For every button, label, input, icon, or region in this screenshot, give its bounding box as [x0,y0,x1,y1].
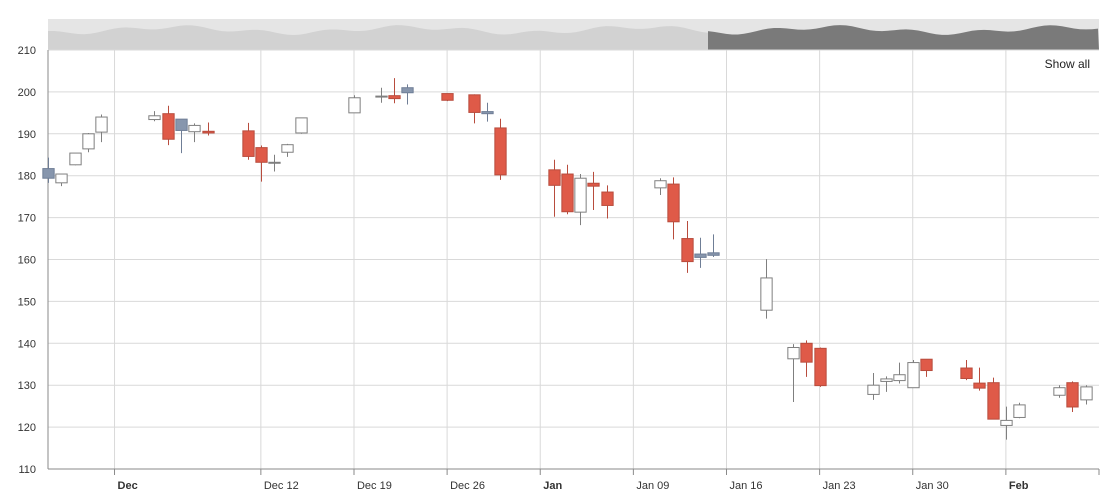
candle-body [654,180,667,189]
candle-body [1013,404,1026,418]
candle-body [867,384,880,395]
y-tick-label: 110 [18,464,36,476]
candle-body [441,93,454,101]
candle-body [694,253,707,258]
candle-body [893,374,906,382]
navigator-area-left [48,25,708,50]
candle-body [548,169,561,186]
candle-body [95,116,108,133]
candle-body [468,94,481,113]
candle-body [148,115,161,121]
x-tick-label: Jan 16 [729,480,762,492]
candle-body [987,382,1000,420]
candle-body [760,277,773,311]
candle-body [973,382,986,389]
candle-body [587,182,600,187]
candle-body [69,152,82,166]
candle-body [375,95,388,98]
candles [42,78,1093,440]
x-tick-label: Dec 26 [450,480,485,492]
candle-body [601,191,614,206]
x-tick-label: Jan 09 [636,480,669,492]
x-tick-label: Dec 12 [264,480,299,492]
x-tick-label: Jan [543,480,562,492]
show-all-button[interactable]: Show all [1044,57,1090,71]
candle-body [55,173,68,184]
candle-body [561,173,574,213]
candle-body [242,130,255,157]
candle-body [401,87,414,94]
candle-body [681,238,694,263]
candle-body [348,97,361,114]
x-tick-label: Jan 23 [823,480,856,492]
candle-body [787,346,800,360]
candle-body [880,378,893,382]
candle-body [281,144,294,153]
candle-body [800,342,813,363]
candle-body [481,111,494,115]
y-tick-label: 130 [18,380,36,392]
candle-body [175,118,188,131]
candle-body [707,252,720,256]
y-tick-label: 170 [18,213,36,225]
candle-body [162,113,175,140]
y-tick-label: 160 [18,255,36,267]
y-tick-label: 150 [18,296,36,308]
navigator-area-selected [708,25,1099,50]
x-tick-label: Dec [118,480,138,492]
candle-body [1066,382,1079,408]
candle-body [907,362,920,389]
candle-body [295,117,308,134]
candle-body [82,133,95,150]
candle-body [388,95,401,100]
navigator[interactable] [48,19,1099,50]
y-tick-label: 190 [18,129,36,141]
candle-body [42,168,55,179]
axes: 110 120 130 140 150 160 170 180 190 200 210 Dec Dec … [18,45,1100,492]
candle-body [188,124,201,133]
y-tick-label: 200 [18,87,36,99]
candle-body [574,177,587,213]
x-tick-label: Feb [1009,480,1029,492]
candle-body [960,367,973,379]
candle-body [1053,387,1066,396]
y-tick-label: 210 [18,45,36,57]
x-tick-label: Dec 19 [357,480,392,492]
y-tick-label: 180 [18,171,36,183]
grid [48,49,1099,470]
y-tick-label: 120 [18,422,36,434]
candle-body [255,147,268,163]
candle-body [667,183,680,223]
candle-body [494,127,507,176]
candle-body [202,130,215,134]
candle-body [268,161,281,164]
candle-body [1000,419,1013,426]
candle-body [1080,386,1093,401]
x-tick-label: Jan 30 [916,480,949,492]
candle-body [814,347,827,387]
candle-body [920,358,933,372]
y-tick-label: 140 [18,338,36,350]
